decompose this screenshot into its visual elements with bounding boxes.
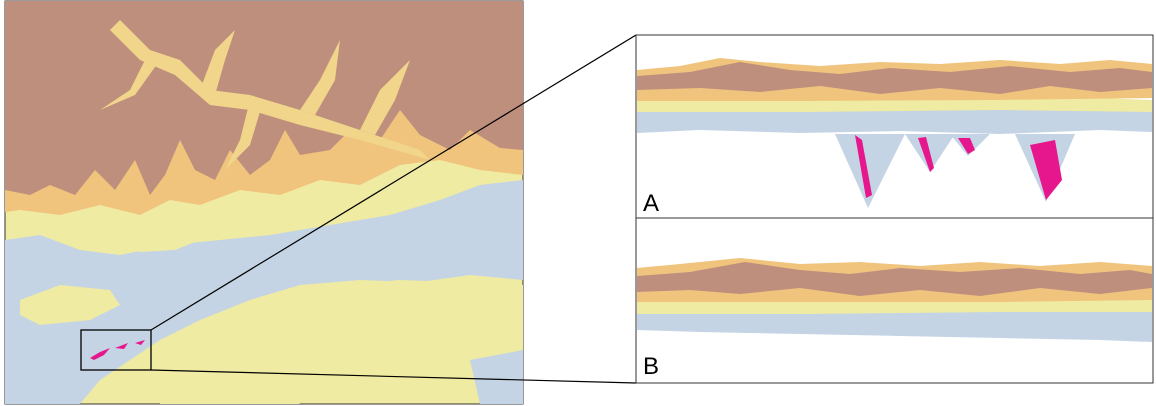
panel-a: A — [636, 35, 1153, 218]
panel-label: A — [643, 190, 659, 217]
panel-label: B — [643, 353, 659, 380]
overview-map — [5, 1, 636, 404]
figure: A B — [0, 0, 1156, 406]
panel-b: B — [636, 218, 1153, 383]
